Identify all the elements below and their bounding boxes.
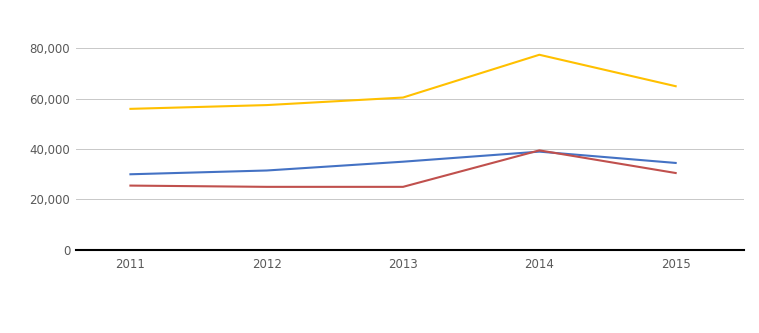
Businesses <box>535 149 544 153</box>
Companies <box>398 160 408 164</box>
Line: Businesses: Businesses <box>131 151 676 187</box>
Total <box>671 84 680 88</box>
Companies <box>126 172 135 176</box>
Total <box>398 96 408 100</box>
Businesses <box>398 185 408 189</box>
Line: Total: Total <box>131 55 676 109</box>
Businesses <box>126 183 135 187</box>
Line: Companies: Companies <box>131 152 676 174</box>
Businesses <box>671 171 680 175</box>
Companies <box>262 168 271 172</box>
Businesses <box>262 185 271 189</box>
Companies <box>535 150 544 154</box>
Total <box>262 103 271 107</box>
Total <box>535 53 544 57</box>
Total <box>126 107 135 111</box>
Companies <box>671 161 680 165</box>
